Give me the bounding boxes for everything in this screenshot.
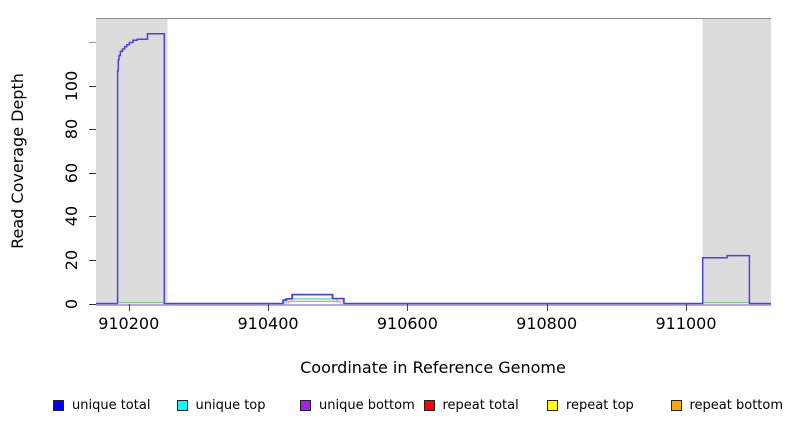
- legend-swatch: [300, 400, 311, 411]
- y-tick-label: 40: [62, 206, 81, 227]
- y-tick: [89, 216, 96, 218]
- x-tick-label: 911000: [655, 314, 717, 333]
- y-tick-label: 0: [62, 298, 81, 309]
- legend-swatch: [423, 400, 435, 411]
- legend-label: unique bottom: [319, 398, 415, 413]
- series-line: [96, 33, 771, 305]
- legend-label: repeat top: [566, 398, 634, 413]
- x-tick-label: 910200: [98, 314, 160, 333]
- legend: unique total unique top unique bottom repea…: [53, 398, 783, 413]
- legend-swatch: [176, 400, 188, 411]
- series-line: [287, 300, 342, 304]
- legend-item: repeat top: [547, 398, 671, 413]
- x-tick: [268, 304, 270, 311]
- x-tick-label: 910800: [516, 314, 578, 333]
- legend-item: unique total: [53, 398, 177, 413]
- y-tick: [89, 303, 96, 305]
- y-tick: [89, 259, 96, 261]
- y-tick: [89, 129, 96, 131]
- shaded-region: [702, 19, 771, 303]
- x-tick: [128, 304, 130, 311]
- legend-item: repeat total: [423, 398, 548, 413]
- y-tick-label: 100: [62, 70, 81, 102]
- legend-swatch: [547, 400, 558, 411]
- legend-item: unique top: [176, 398, 301, 413]
- legend-label: repeat bottom: [689, 398, 784, 413]
- y-tick: [89, 85, 96, 87]
- legend-label: unique total: [72, 398, 151, 413]
- x-tick: [546, 304, 548, 311]
- legend-swatch: [53, 400, 64, 411]
- y-tick-label: 80: [62, 119, 81, 140]
- x-tick: [407, 304, 409, 311]
- legend-label: repeat total: [442, 398, 519, 413]
- plot-canvas: [96, 19, 771, 306]
- x-tick-label: 910400: [237, 314, 299, 333]
- series-line: [285, 298, 338, 304]
- x-tick: [686, 304, 687, 311]
- y-tick: [89, 172, 96, 174]
- plot-top-border: [96, 18, 771, 19]
- x-axis-title: Coordinate in Reference Genome: [300, 358, 566, 377]
- y-tick-label: 60: [62, 162, 81, 184]
- legend-label: unique top: [195, 398, 266, 413]
- y-extra-tick: [89, 42, 96, 44]
- y-axis-title: Read Coverage Depth: [8, 73, 27, 249]
- y-tick-label: 20: [62, 249, 81, 271]
- legend-item: unique bottom: [300, 398, 424, 413]
- legend-item: repeat bottom: [670, 398, 792, 413]
- shaded-region: [96, 19, 168, 303]
- x-tick-label: 910600: [376, 314, 438, 333]
- legend-swatch: [670, 400, 682, 411]
